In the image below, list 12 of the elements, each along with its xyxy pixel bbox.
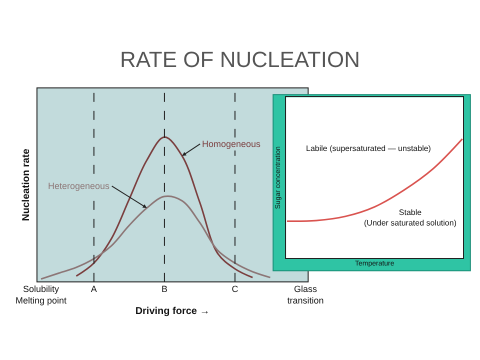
text: Heterogeneous [48,181,110,191]
x-tick-label: Glass transition [287,284,324,306]
x-tick-label: A [90,284,97,294]
x-axis-title: Driving force → [135,306,210,318]
chart-title: RATE OF NUCLEATION [120,47,360,72]
x-tick-label: C [232,284,239,294]
y-axis-title: Nucleation rate [20,148,32,221]
x-tick-label: B [161,284,168,294]
text: Homogeneous [202,139,262,149]
annotation: Labile (supersaturated — unstable) [306,144,432,153]
annotation: Stable (Under saturated solution) [364,208,457,228]
x-tick-label: Solubility Melting point [16,284,68,306]
